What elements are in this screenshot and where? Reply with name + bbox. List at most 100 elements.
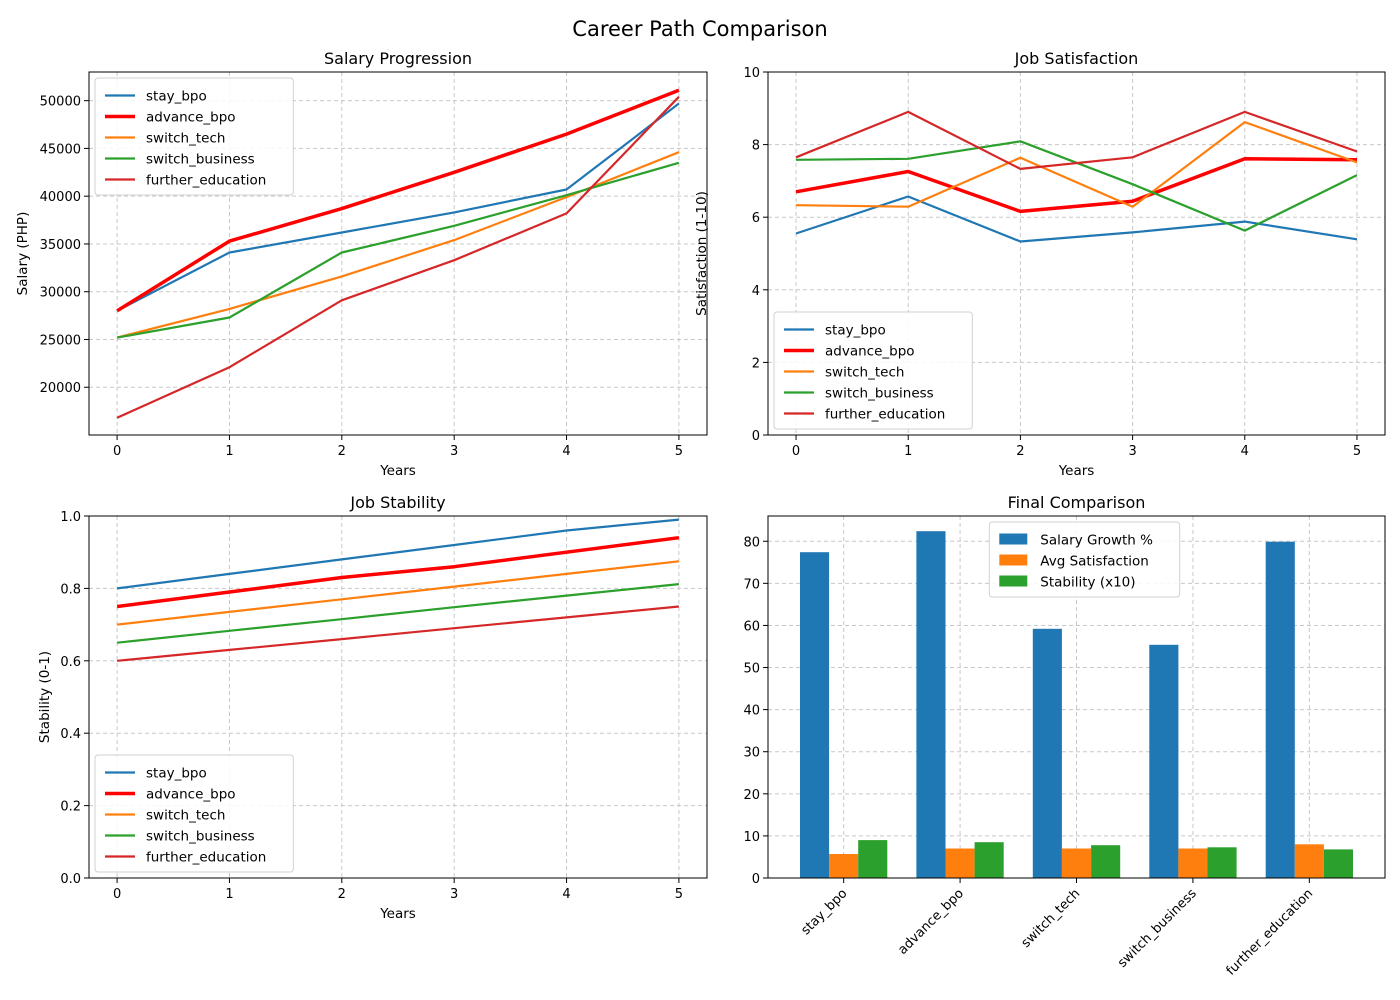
series-line-switch-business [116,583,680,644]
x-axis-label: Years [379,463,416,479]
x-tick-label: 5 [675,887,683,902]
legend-box [94,754,294,873]
bar-stability-x10-further-education [1323,849,1353,878]
bar-avg-satisfaction-switch-tech [1061,848,1091,878]
y-tick-label: 0.0 [60,872,81,887]
legend-label: switch_business [146,829,255,845]
y-tick-label: 40 [743,704,760,719]
y-tick-label: 60 [743,619,760,634]
x-axis-label: Years [1058,463,1095,479]
legend: Salary Growth % Avg Satisfaction Stability… [988,521,1181,598]
bar-stability-x10-switch-business [1207,847,1237,878]
bar-stability-x10-advance-bpo [974,842,1004,878]
legend-box [773,311,973,430]
bar-stability-x10-stay-bpo [858,840,888,878]
legend-label: stay_bpo [146,766,207,782]
y-tick-label: 0.4 [60,727,81,742]
axes-title: Job Satisfaction [1014,49,1139,68]
bar-salary-growth-further-education [1265,541,1295,878]
salary-progression-panel: 20000 25000 30000 35000 40000 45000 50000 Salar… [15,49,708,479]
x-tick-label: 0 [113,887,121,902]
bar-avg-satisfaction-switch-business [1178,848,1208,878]
axes-frame [767,71,1386,436]
legend-label: Avg Satisfaction [1040,554,1149,570]
legend-label: switch_tech [146,808,225,824]
series-line-stay-bpo [116,102,680,312]
legend-swatch-salary-growth [999,533,1028,545]
bar-salary-growth-advance-bpo [916,531,946,878]
legend: stay_bpo advance_bpo switch_tech switch_bus… [94,754,294,873]
legend-label: Stability (x10) [1040,575,1135,591]
bar-avg-satisfaction-stay-bpo [829,854,859,878]
y-tick-label: 0.6 [60,655,81,670]
y-tick-label: 0.2 [60,800,81,815]
series-line-further-education [116,96,680,419]
x-tick-label: 1 [225,887,233,902]
x-tick-label: 0 [113,444,121,459]
x-tick-label: 1 [904,444,912,459]
legend: stay_bpo advance_bpo switch_tech switch_bus… [773,311,973,430]
bar-salary-growth-switch-business [1149,644,1179,878]
series-line-advance-bpo [116,88,680,313]
bar-avg-satisfaction-advance-bpo [945,848,975,878]
y-tick-label: 80 [743,535,760,550]
series-line-further-education [116,605,680,662]
legend-label: stay_bpo [146,89,207,105]
legend-label: switch_business [825,386,934,402]
series-line-switch-business [116,161,680,339]
y-tick-label: 30000 [40,286,81,301]
x-tick-label: 2 [338,887,346,902]
legend-swatch-stability-x10 [999,575,1028,587]
y-tick-label: 2 [752,356,760,371]
legend-label: advance_bpo [146,110,236,126]
legend-label: further_education [146,173,266,189]
x-tick-label: 4 [1241,444,1249,459]
y-tick-label: 30 [743,746,760,761]
y-tick-label: 25000 [40,333,81,348]
axes-title: Final Comparison [1008,493,1146,512]
y-tick-label: 40000 [40,190,81,205]
legend-label: stay_bpo [825,323,886,339]
y-tick-label: 70 [743,577,760,592]
bar-avg-satisfaction-further-education [1294,844,1324,878]
bar-salary-growth-switch-tech [1032,628,1062,878]
axes-frame [88,71,708,436]
y-tick-label: 0 [752,429,760,444]
y-tick-label: 1.0 [60,510,81,525]
series-line-stay-bpo [116,518,680,590]
axes-frame [88,515,708,879]
y-tick-label: 8 [752,139,760,154]
axes-frame [767,515,1386,879]
series-line-switch-tech [795,120,1358,208]
series-line-further-education [795,110,1358,170]
y-tick-label: 50 [743,662,760,677]
legend-label: further_education [146,850,266,866]
y-axis-label: Stability (0-1) [37,651,53,743]
legend-label: switch_business [146,152,255,168]
legend-swatch-avg-satisfaction [999,554,1028,566]
series-line-stay-bpo [795,195,1358,243]
y-tick-label: 10 [743,66,760,81]
y-tick-label: 50000 [40,95,81,110]
y-tick-label: 20 [743,788,760,803]
x-tick-label: 2 [338,444,346,459]
x-tick-label: 0 [792,444,800,459]
x-tick-label: 4 [562,887,570,902]
y-tick-label: 45000 [40,142,81,157]
x-tick-label: 2 [1016,444,1024,459]
y-axis-label: Satisfaction (1-10) [694,191,710,316]
x-tick-label: 3 [450,887,458,902]
job-stability-panel: 0.0 0.2 0.4 0.6 0.8 1.0 Job Stability 0 1 2 3 4 5 Yea… [37,493,708,922]
y-tick-label: 4 [752,284,760,299]
y-tick-label: 20000 [40,381,81,396]
y-tick-label: 10 [743,830,760,845]
x-tick-label: 3 [450,444,458,459]
bar-salary-growth-stay-bpo [800,552,830,878]
legend-label: advance_bpo [146,787,236,803]
legend-box [988,521,1181,598]
legend: stay_bpo advance_bpo switch_tech switch_bus… [94,77,294,196]
legend-label: switch_tech [825,365,904,381]
bar-stability-x10-switch-tech [1091,845,1121,878]
y-tick-label: 0.8 [60,582,81,597]
